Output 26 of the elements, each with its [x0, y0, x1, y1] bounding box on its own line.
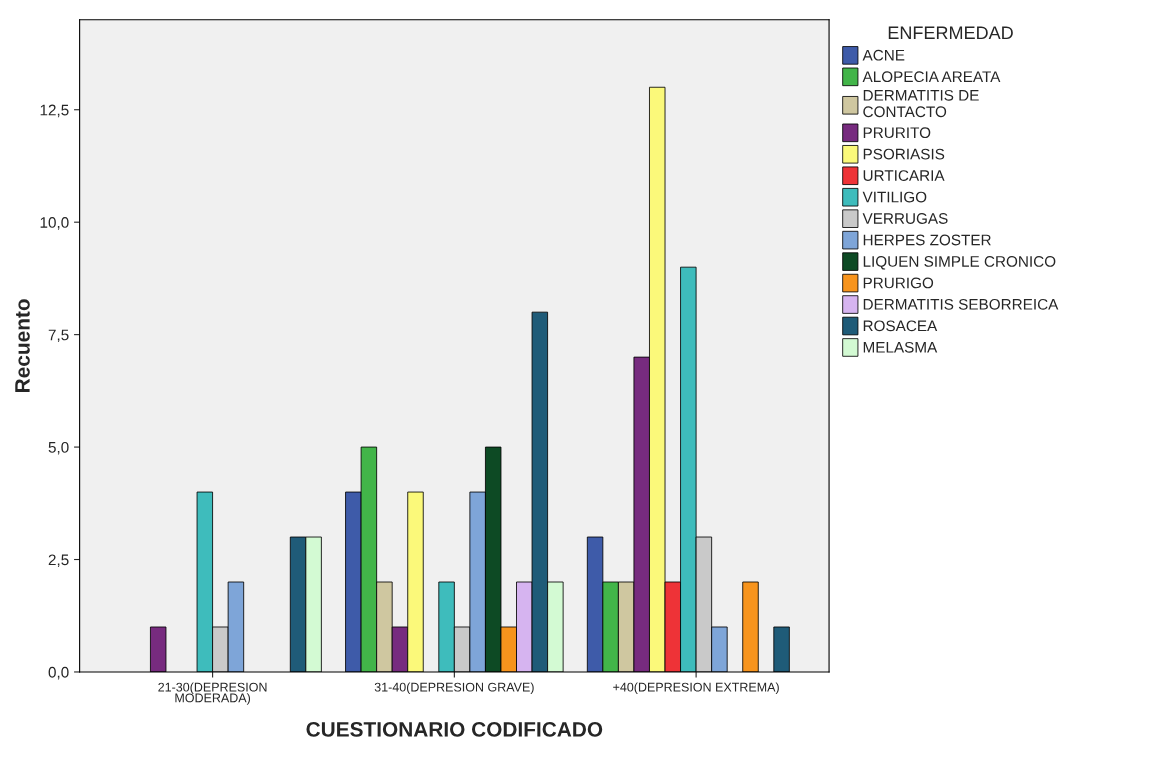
legend-label: MELASMA	[863, 341, 938, 353]
legend-label: PRURITO	[863, 127, 931, 139]
y-tick-label: 2,5	[48, 554, 69, 568]
legend-label: VERRUGAS	[862, 213, 948, 224]
legend-label: HERPES ZOSTER	[863, 234, 991, 246]
legend-label: URTICARIA	[863, 170, 945, 181]
x-tick-label: 21-30(DEPRESION MODERADA)	[158, 682, 267, 705]
legend-label: DERMATITIS SEBORREICA	[863, 298, 1059, 310]
y-tick-label: 12,5	[40, 104, 69, 118]
x-tick-label: +40(DEPRESION EXTREMA)	[613, 682, 779, 695]
legend-label: ROSACEA	[863, 320, 938, 332]
x-tick-label: 31-40(DEPRESION GRAVE)	[374, 682, 534, 695]
y-tick-label: 5,0	[48, 441, 69, 455]
legend-label: LIQUEN SIMPLE CRONICO	[863, 256, 1056, 270]
legend-label: ACNE	[862, 49, 905, 61]
y-tick-label: 0,0	[48, 666, 69, 680]
legend-label: VITILIGO	[862, 191, 927, 203]
y-tick-label: 10,0	[40, 217, 69, 230]
legend-label: ALOPECIA AREATA	[862, 71, 1001, 83]
x-axis-title: CUESTIONARIO CODIFICADO	[306, 722, 603, 737]
y-tick-label: 7,5	[48, 329, 69, 343]
legend-label: PRURIGO	[863, 277, 934, 289]
legend-label: PSORIASIS	[863, 148, 945, 160]
legend-label: DERMATITIS DE CONTACTO	[863, 89, 979, 118]
y-axis-title: Recuento	[15, 299, 30, 392]
legend-title: ENFERMEDAD	[888, 26, 1013, 39]
